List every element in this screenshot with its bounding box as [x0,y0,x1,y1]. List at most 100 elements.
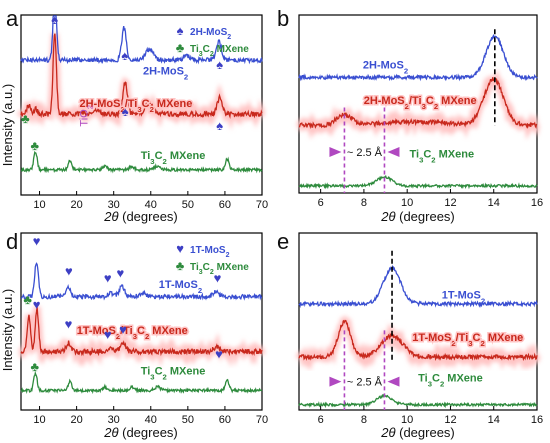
panel-a: a Intensity (a.u.) 10 20 30 40 50 60 70 2H-MoS… [0,6,268,224]
subscript: 3 [199,269,203,276]
curve-label-1t-ti: 1T-MoS2/Ti3C2 MXene [77,325,188,341]
curve-label-ti: Ti3C2 MXene [418,373,483,389]
x-tick-label: 6 [318,197,324,209]
annotations-b: ~ 2.5 Å [329,146,400,159]
plot-frame-b [298,14,538,194]
label-part: C [142,98,150,110]
curves-d [20,262,263,395]
label-part: MXene [167,150,206,162]
curve-1t [20,262,263,301]
legend-entry: Ti3C2 MXene [190,262,249,276]
dashed-lines-e [343,250,393,410]
x-tick-label: 30 [108,414,120,426]
heart-marker-icon: ♥ [119,322,127,337]
curve-1t [298,264,538,309]
subscript: 2 [405,102,409,111]
subscript: 3 [137,104,141,113]
x-ticks-a: 10 20 30 40 50 60 70 [33,191,268,211]
x-tick-label: 40 [145,414,157,426]
curve-label-1t: 1T-MoS2 [159,279,202,295]
x-tick-label: 10 [33,199,45,211]
x-axis-label-b: 2θ (degrees) [380,209,455,224]
label-part: Ti [409,148,419,160]
panel-letter-b: b [277,6,289,31]
label-part: 1T-MoS [412,332,451,344]
subscript: 3 [150,157,154,166]
label-part: MXene [438,95,477,107]
annotations-a: TiO2 [79,105,95,127]
label-part: MXene [154,98,193,110]
subscript: 2 [145,331,149,340]
x-tick-label: 20 [70,414,82,426]
curve-label-2h: 2H-MoS2 [363,59,408,75]
curve-ti [20,150,263,174]
heart-marker-icon: ♥ [215,347,223,362]
legend-a: ♠ 2H-MoS2♣ Ti3C2 MXene [176,23,249,58]
arrow-left [329,147,342,158]
arrow-left [329,376,342,387]
spade-marker-icon: ♠ [216,118,223,133]
curves-a [20,15,263,174]
heart-marker-icon: ♥ [117,265,125,280]
label-part: MXene [436,148,475,160]
subscript: 2 [226,252,230,259]
label-part: C [137,325,145,337]
heart-marker-icon: ♥ [104,327,112,342]
x-tick-label: 40 [145,199,157,211]
legend-d: ♥ 1T-MoS2♣ Ti3C2 MXene [176,241,249,276]
curve-label-ti: Ti3C2 MXene [141,150,206,166]
curve-label-2h-ti: 2H-MoS2/Ti3C2 MXene [364,95,477,111]
annotations-e: ~ 2.5 Å [329,376,400,389]
legend-spade-icon: ♠ [177,23,184,38]
label-part: MXene [444,373,483,385]
curve-ti [298,393,538,409]
heart-marker-icon: ♥ [33,233,41,248]
legend-heart-icon: ♥ [176,241,184,256]
label-part: MXene [149,325,188,337]
label-part: C [473,332,481,344]
label-part: C [426,95,434,107]
panel-d: d Intensity (a.u.) 10 20 30 40 50 60 70 1T-MoS… [0,229,268,440]
curve-2h-ti [20,33,263,119]
label-part: C [432,373,440,385]
label-part: Ti [141,366,151,378]
y-axis-label-a: Intensity (a.u.) [0,84,15,166]
x-tick-label: 10 [33,414,45,426]
x-tick-label: 10 [401,197,413,209]
label-part: Ti [418,373,428,385]
legend-club-icon: ♣ [176,40,185,55]
subscript: 2 [116,331,120,340]
curve-ti [298,175,538,190]
curve-ti [20,370,263,395]
label-part: 1T-MoS [442,289,481,301]
label-part: MXene [485,332,524,344]
x-ticks-d: 10 20 30 40 50 60 70 [33,406,268,426]
legend-part: 2H-MoS [190,27,228,38]
subscript: 2 [210,269,214,276]
label-part: 1T-MoS [77,325,116,337]
heart-marker-icon: ♥ [214,271,222,286]
subscript: 2 [120,104,124,113]
curve-1t-ti [298,319,538,362]
subscript: 2 [150,104,154,113]
legend-part: Ti [190,262,199,273]
spacing-label: ~ 2.5 Å [347,146,383,159]
x-tick-label: 12 [444,197,456,209]
curve-2h [298,33,538,82]
panel-letter-d: d [6,229,18,254]
label-part: Ti [141,150,151,162]
x-tick-label: 16 [531,414,543,426]
curve-1t-ti [20,306,263,357]
club-marker-icon: ♣ [21,111,30,126]
x-tick-label: 70 [256,414,268,426]
spacing-label: ~ 2.5 Å [347,376,383,389]
club-marker-icon: ♣ [30,359,39,374]
label-part: 2H-MoS [79,98,120,110]
x-tick-label: 20 [70,199,82,211]
legend-part: C [203,262,210,273]
curve-label-ti: Ti3C2 MXene [409,148,474,164]
